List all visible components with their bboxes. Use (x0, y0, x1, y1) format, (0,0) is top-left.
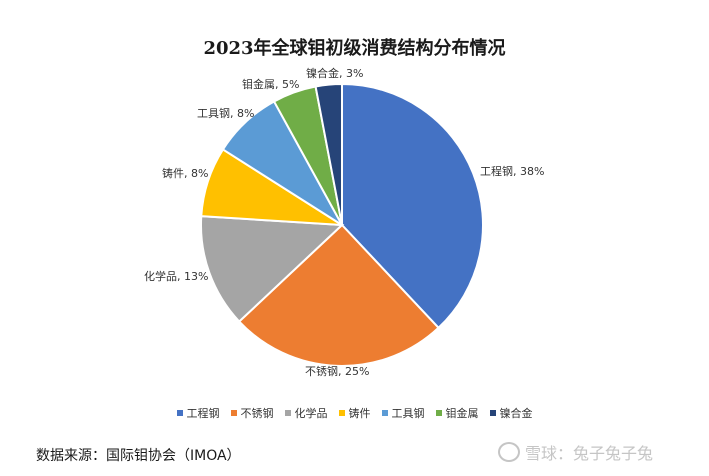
slice-label-1: 工程钢, 38% (480, 165, 544, 178)
pie-slice-1 (341, 82, 484, 330)
pie-slice-2 (237, 223, 440, 367)
legend-item-7: 镍合金 (489, 405, 533, 421)
legend: 工程钢 不锈钢 化学品 铸件 工具钢 钼金属 镍合金 (0, 405, 709, 421)
legend-item-2: 不锈钢 (230, 405, 274, 421)
legend-label-1: 工程钢 (186, 407, 220, 420)
legend-swatch-3 (284, 410, 291, 416)
slice-label-6: 钼金属, 5% (242, 77, 299, 91)
legend-label-4: 铸件 (348, 407, 371, 420)
legend-item-5: 工具钢 (381, 405, 425, 421)
source-note: 数据来源：国际钼协会（IMOA） (36, 448, 241, 464)
slice-label-3: 化学品, 13% (144, 269, 208, 283)
legend-swatch-1 (176, 410, 183, 416)
legend-swatch-2 (230, 410, 237, 416)
pie-slice-7 (314, 82, 343, 226)
slice-label-5: 工具钢, 8% (197, 107, 254, 120)
legend-swatch-4 (338, 410, 345, 416)
legend-item-1: 工程钢 (176, 405, 220, 421)
snowball-logo-icon (498, 442, 520, 462)
legend-label-7: 镍合金 (499, 407, 533, 420)
legend-swatch-7 (489, 410, 496, 416)
legend-swatch-6 (435, 410, 442, 416)
legend-label-5: 工具钢 (391, 407, 425, 420)
slice-label-2: 不锈钢, 25% (305, 365, 369, 378)
slice-label-4: 铸件, 8% (162, 166, 208, 180)
legend-label-3: 化学品 (294, 407, 328, 420)
legend-label-2: 不锈钢 (240, 407, 274, 420)
legend-item-3: 化学品 (284, 405, 328, 421)
pie-slice-3 (200, 215, 345, 323)
legend-item-6: 钼金属 (435, 405, 479, 421)
watermark: 雪球：兔子兔子兔 (498, 440, 653, 464)
watermark-text: 雪球：兔子兔子兔 (525, 444, 654, 463)
legend-label-6: 钼金属 (445, 407, 479, 420)
slice-label-7: 镍合金, 3% (306, 66, 363, 80)
legend-swatch-5 (381, 410, 388, 416)
legend-item-4: 铸件 (338, 405, 371, 421)
chart-title: 2023年全球钼初级消费结构分布情况 (203, 38, 506, 59)
